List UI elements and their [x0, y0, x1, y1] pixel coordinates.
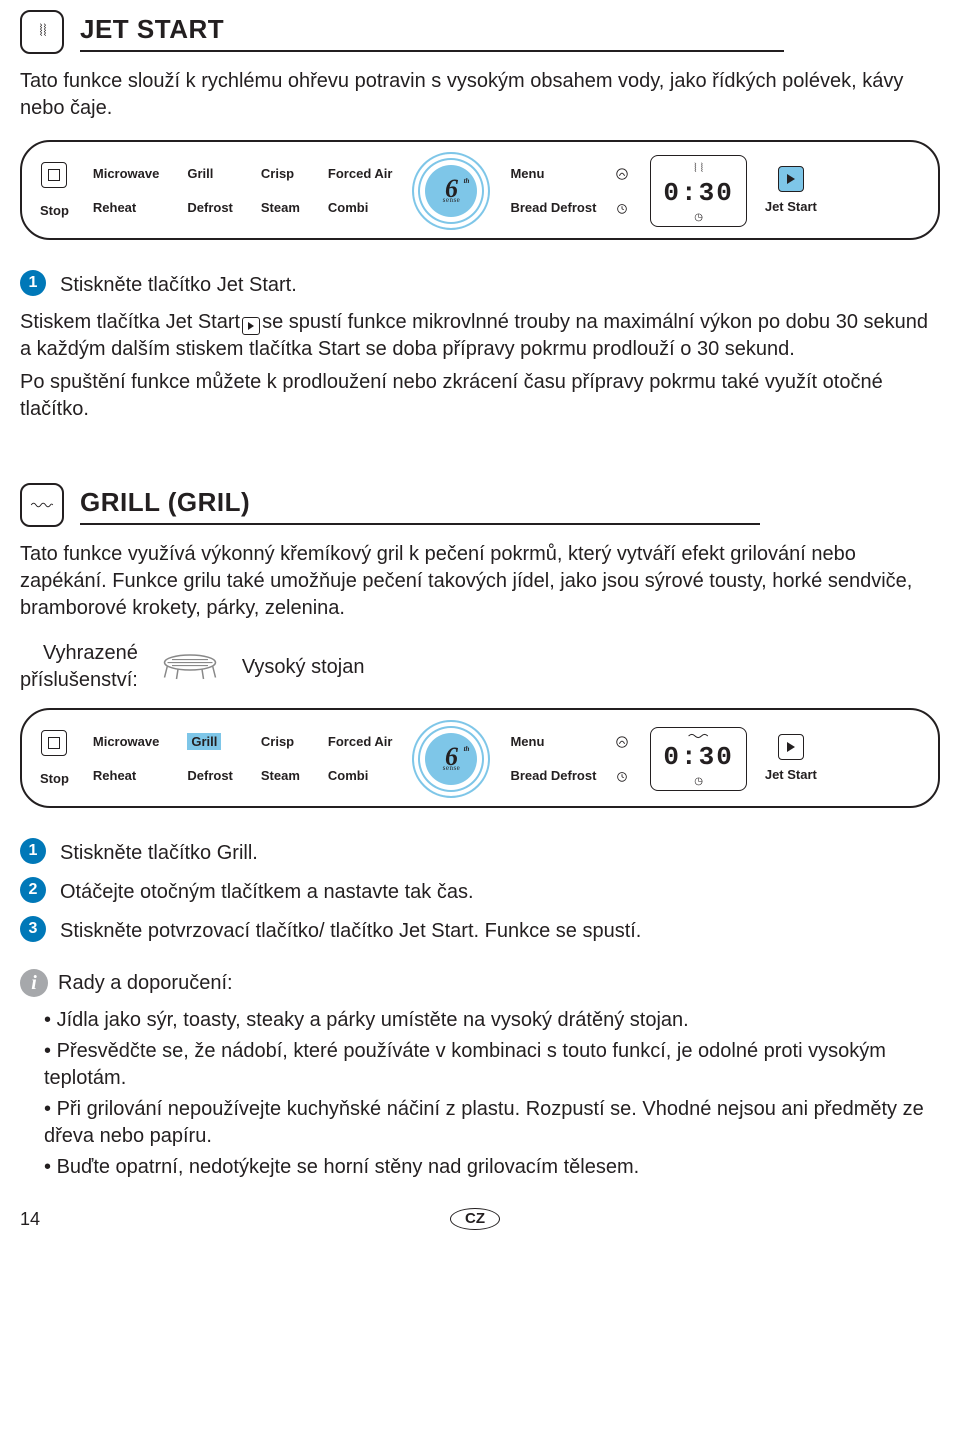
time-display: ⦚⦚ 0:30 ◷ — [650, 155, 746, 228]
step-row: 1 Stiskněte tlačítko Jet Start. — [20, 270, 940, 299]
grill-intro: Tato funkce využívá výkonný křemíkový gr… — [20, 541, 940, 622]
jet-start-play-icon[interactable] — [778, 166, 804, 192]
step-row: 2 Otáčejte otočným tlačítkem a nastavte … — [20, 877, 940, 906]
step-text: Stiskněte tlačítko Jet Start. — [60, 270, 297, 299]
grill-coil-icon — [30, 500, 54, 510]
jet-start-title: JET START — [80, 12, 784, 51]
fn-forced-air[interactable]: Forced Air — [328, 733, 393, 751]
fn-steam[interactable]: Steam — [261, 767, 300, 785]
menu-block: Menu Bread Defrost — [510, 165, 630, 216]
stop-label: Stop — [40, 770, 69, 788]
control-panel-grill: Stop Microwave Grill Crisp Forced Air Re… — [20, 708, 940, 808]
jet-start-label: Jet Start — [765, 766, 817, 784]
high-rack-icon — [160, 650, 220, 684]
step-text: Otáčejte otočným tlačítkem a nastavte ta… — [60, 877, 474, 906]
sixth-sense-icon: th 6 sense — [425, 733, 477, 785]
accessory-name: Vysoký stojan — [242, 654, 365, 681]
stop-button-block: Stop — [40, 162, 69, 220]
stop-button-block: Stop — [40, 730, 69, 788]
clock-icon — [614, 768, 630, 784]
function-grid: Microwave Grill Crisp Forced Air Reheat … — [93, 165, 393, 216]
menu-block: Menu Bread Defrost — [510, 733, 630, 784]
accessory-row: Vyhrazené příslušenství: Vysoký stojan — [20, 640, 940, 694]
stop-icon[interactable] — [41, 162, 67, 188]
inline-play-icon — [242, 317, 260, 335]
display-clock-icon: ◷ — [694, 211, 703, 225]
step-badge: 1 — [20, 838, 46, 864]
menu-leaf-icon — [614, 166, 630, 182]
rotary-dial[interactable]: th 6 sense — [412, 152, 490, 230]
fn-crisp[interactable]: Crisp — [261, 165, 300, 183]
fn-reheat[interactable]: Reheat — [93, 199, 159, 217]
function-grid: Microwave Grill Crisp Forced Air Reheat … — [93, 733, 393, 784]
bread-defrost-label[interactable]: Bread Defrost — [510, 199, 596, 217]
rotary-dial[interactable]: th 6 sense — [412, 720, 490, 798]
tips-header: i Rady a doporučení: — [20, 969, 940, 997]
menu-label[interactable]: Menu — [510, 165, 596, 183]
grill-header: GRILL (GRIL) — [20, 483, 940, 527]
tips-list: • Jídla jako sýr, toasty, steaky a párky… — [44, 1007, 940, 1181]
bread-defrost-label[interactable]: Bread Defrost — [510, 767, 596, 785]
tip-item: • Přesvědčte se, že nádobí, které použív… — [44, 1038, 940, 1092]
display-digits: 0:30 — [663, 740, 733, 775]
language-badge: CZ — [450, 1208, 500, 1230]
jet-start-button-block: Jet Start — [765, 734, 817, 784]
jet-start-icon: ⦚ ⦚ — [20, 10, 64, 54]
fn-combi[interactable]: Combi — [328, 199, 393, 217]
sixth-sense-icon: th 6 sense — [425, 165, 477, 217]
fn-microwave[interactable]: Microwave — [93, 165, 159, 183]
grill-title: GRILL (GRIL) — [80, 485, 760, 524]
step-row: 3 Stiskněte potvrzovací tlačítko/ tlačít… — [20, 916, 940, 945]
step-text: Stiskněte potvrzovací tlačítko/ tlačítko… — [60, 916, 641, 945]
display-top-icons: ⦚⦚ — [694, 160, 703, 176]
fn-combi[interactable]: Combi — [328, 767, 393, 785]
step-badge: 2 — [20, 877, 46, 903]
accessory-label: Vyhrazené příslušenství: — [20, 640, 138, 694]
menu-leaf-icon — [614, 734, 630, 750]
jet-start-para2: Po spuštění funkce můžete k prodloužení … — [20, 369, 940, 423]
jet-start-button-block: Jet Start — [765, 166, 817, 216]
tip-item: • Při grilování nepoužívejte kuchyňské n… — [44, 1096, 940, 1150]
step-row: 1 Stiskněte tlačítko Grill. — [20, 838, 940, 867]
menu-label[interactable]: Menu — [510, 733, 596, 751]
display-grill-icon — [687, 732, 711, 740]
clock-icon — [614, 200, 630, 216]
tips-title: Rady a doporučení: — [58, 970, 233, 997]
jet-start-intro: Tato funkce slouží k rychlému ohřevu pot… — [20, 68, 940, 122]
stop-label: Stop — [40, 202, 69, 220]
display-digits: 0:30 — [663, 176, 733, 211]
display-clock-icon: ◷ — [694, 775, 703, 789]
step-badge: 1 — [20, 270, 46, 296]
info-icon: i — [20, 969, 48, 997]
tip-item: • Jídla jako sýr, toasty, steaky a párky… — [44, 1007, 940, 1034]
stop-icon[interactable] — [41, 730, 67, 756]
fn-microwave[interactable]: Microwave — [93, 733, 159, 751]
grill-section-icon — [20, 483, 64, 527]
fn-reheat[interactable]: Reheat — [93, 767, 159, 785]
jet-start-header: ⦚ ⦚ JET START — [20, 10, 940, 54]
jet-start-label: Jet Start — [765, 198, 817, 216]
control-panel-jet: Stop Microwave Grill Crisp Forced Air Re… — [20, 140, 940, 240]
fn-grill[interactable]: Grill — [187, 165, 233, 183]
page-number: 14 — [20, 1207, 40, 1231]
fn-crisp[interactable]: Crisp — [261, 733, 300, 751]
time-display: 0:30 ◷ — [650, 727, 746, 792]
fn-grill[interactable]: Grill — [187, 733, 233, 751]
fn-defrost[interactable]: Defrost — [187, 199, 233, 217]
step-badge: 3 — [20, 916, 46, 942]
fn-steam[interactable]: Steam — [261, 199, 300, 217]
jet-start-para1: Stiskem tlačítka Jet Startse spustí funk… — [20, 309, 940, 363]
step-text: Stiskněte tlačítko Grill. — [60, 838, 258, 867]
tip-item: • Buďte opatrní, nedotýkejte se horní st… — [44, 1154, 940, 1181]
page-footer: 14 CZ — [20, 1207, 940, 1231]
jet-start-play-icon[interactable] — [778, 734, 804, 760]
heat-waves-icon: ⦚ ⦚ — [39, 21, 44, 43]
fn-defrost[interactable]: Defrost — [187, 767, 233, 785]
fn-forced-air[interactable]: Forced Air — [328, 165, 393, 183]
